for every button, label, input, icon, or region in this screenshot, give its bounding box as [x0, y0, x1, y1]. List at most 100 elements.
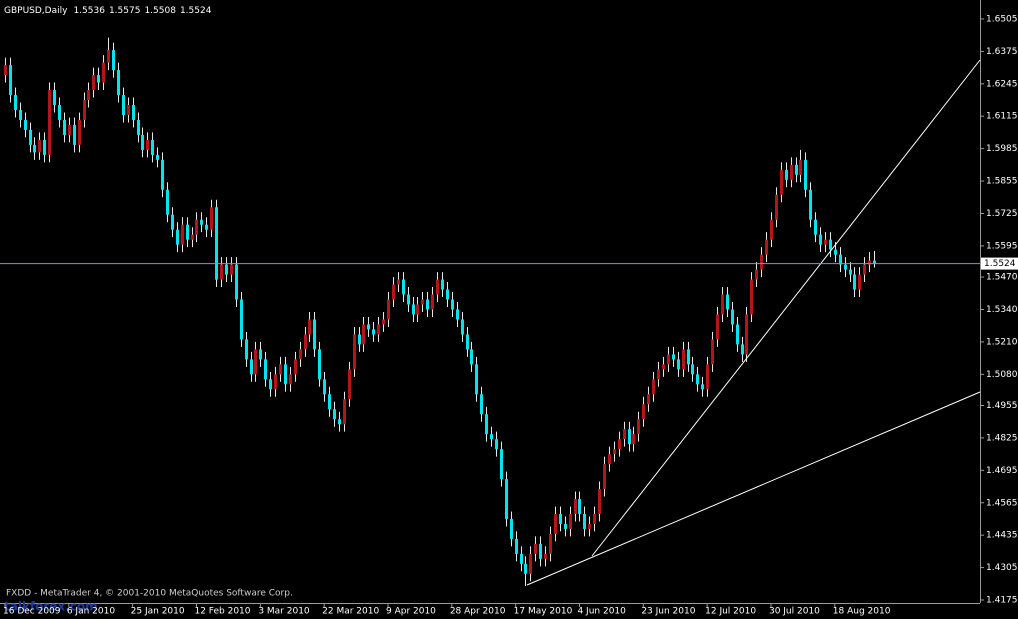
- candle-body: [765, 239, 768, 255]
- candle-body: [500, 449, 503, 480]
- candle-body: [53, 90, 56, 105]
- candle-body: [436, 279, 439, 295]
- x-tick-label: 9 Apr 2010: [386, 607, 436, 617]
- candle-body: [858, 274, 861, 290]
- candle-body: [181, 224, 184, 245]
- candle-body: [853, 274, 856, 290]
- symbol: GBPUSD,Daily: [4, 6, 68, 16]
- candle-body: [544, 553, 547, 559]
- x-tick-label: 18 Aug 2010: [833, 607, 891, 617]
- header-low: 1.5508: [144, 6, 176, 16]
- candle-body: [304, 334, 307, 350]
- candle-body: [534, 543, 537, 554]
- candle-body: [63, 119, 66, 135]
- candle-body: [780, 169, 783, 195]
- candle-body: [613, 449, 616, 455]
- candle-body: [583, 513, 586, 529]
- candle-body: [215, 207, 218, 280]
- candle-body: [141, 134, 144, 150]
- candle-body: [706, 364, 709, 390]
- candle-body: [200, 219, 203, 225]
- candle-body: [294, 359, 297, 375]
- candle-body: [328, 394, 331, 410]
- candle-body: [431, 294, 434, 310]
- candle-body: [14, 95, 17, 110]
- candle-body: [795, 164, 798, 175]
- y-tick-label: 1.4565: [986, 498, 1018, 508]
- candle-body: [480, 394, 483, 415]
- x-tick-label: 3 Mar 2010: [258, 607, 310, 617]
- candle-body: [102, 62, 105, 83]
- candle-body: [407, 294, 410, 305]
- candle-body: [687, 349, 690, 365]
- candle-body: [43, 139, 46, 155]
- candle-body: [205, 224, 208, 230]
- candle-body: [588, 523, 591, 529]
- candle-body: [672, 354, 675, 360]
- candle-body: [97, 75, 100, 83]
- candle-body: [245, 339, 248, 360]
- candle-body: [608, 454, 611, 465]
- current-price-label: 1.5524: [984, 259, 1016, 269]
- candle-body: [515, 538, 518, 554]
- candle-body: [132, 104, 135, 120]
- candle-body: [68, 124, 71, 135]
- candle-body: [392, 284, 395, 300]
- candle-body: [470, 349, 473, 365]
- candle-body: [475, 364, 478, 395]
- candle-body: [259, 349, 262, 360]
- y-tick-label: 1.4305: [986, 563, 1018, 573]
- candle-body: [868, 260, 871, 265]
- candle-body: [731, 309, 734, 325]
- candle-body: [814, 219, 817, 235]
- trend-line: [591, 59, 981, 557]
- candle-body: [770, 219, 773, 240]
- candle-body: [578, 499, 581, 514]
- candle-body: [137, 119, 140, 135]
- candle-body: [495, 439, 498, 450]
- x-tick-label: 17 May 2010: [514, 607, 573, 617]
- y-tick-label: 1.6375: [986, 47, 1018, 57]
- candle-body: [760, 254, 763, 270]
- candle-body: [353, 334, 356, 370]
- y-tick-label: 1.4435: [986, 531, 1018, 541]
- y-tick-label: 1.5080: [986, 370, 1018, 380]
- candle-body: [785, 169, 788, 180]
- candle-body: [19, 109, 22, 120]
- copyright: FXDD - MetaTrader 4, © 2001-2010 MetaQuo…: [6, 589, 293, 599]
- candle-body: [755, 269, 758, 280]
- candle-body: [387, 299, 390, 320]
- candle-body: [225, 264, 228, 275]
- candle-body: [510, 518, 513, 539]
- candle-body: [112, 50, 115, 71]
- candle-body: [92, 75, 95, 91]
- candle-body: [829, 239, 832, 250]
- candle-body: [799, 159, 802, 175]
- candle-body: [667, 354, 670, 365]
- candle-body: [485, 414, 488, 435]
- candle-body: [520, 553, 523, 564]
- candle-body: [569, 513, 572, 529]
- candle-body: [701, 384, 704, 390]
- candle-body: [358, 334, 361, 345]
- candle-body: [618, 439, 621, 450]
- candle-body: [691, 364, 694, 375]
- candle-body: [466, 334, 469, 350]
- candle-body: [308, 319, 311, 335]
- candle-body: [677, 359, 680, 370]
- trend-line: [526, 391, 981, 586]
- candle-body: [849, 269, 852, 275]
- candle-body: [299, 349, 302, 360]
- candle-body: [166, 189, 169, 215]
- candle-body: [839, 254, 842, 265]
- candle-body: [441, 279, 444, 290]
- x-tick-label: 12 Feb 2010: [194, 607, 250, 617]
- candle-body: [127, 104, 130, 115]
- candle-body: [421, 299, 424, 305]
- candle-body: [318, 349, 321, 380]
- candle-body: [662, 364, 665, 370]
- candle-body: [176, 229, 179, 245]
- candle-body: [343, 399, 346, 425]
